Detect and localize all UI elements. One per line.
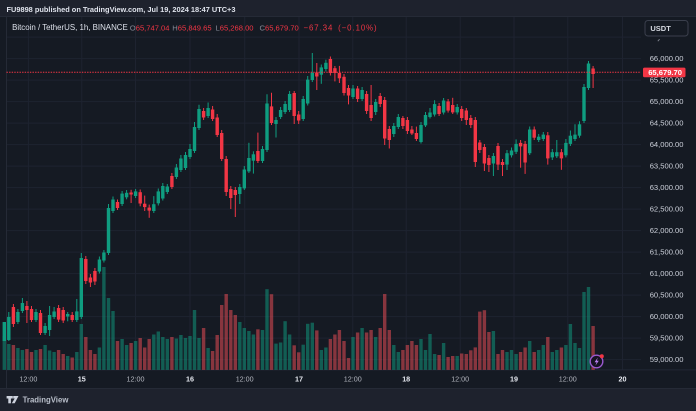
svg-text:FU9898 published on TradingVie: FU9898 published on TradingView.com, Jul… [7,5,236,14]
svg-text:12:00: 12:00 [344,374,362,383]
svg-text:Bitcoin / TetherUS, 1h, BINANC: Bitcoin / TetherUS, 1h, BINANCE [12,23,128,32]
svg-text:60,500.00: 60,500.00 [650,291,684,300]
svg-text:66,000.00: 66,000.00 [650,54,684,63]
svg-text:62,500.00: 62,500.00 [650,205,684,214]
svg-text:12:00: 12:00 [559,374,577,383]
svg-text:H65,849.65: H65,849.65 [172,23,211,32]
svg-text:12:00: 12:00 [127,374,145,383]
svg-text:59,500.00: 59,500.00 [650,334,684,343]
svg-text:61,000.00: 61,000.00 [650,269,684,278]
svg-text:63,000.00: 63,000.00 [650,183,684,192]
svg-text:15: 15 [78,374,86,383]
svg-text:C65,679.70: C65,679.70 [260,23,299,32]
svg-text:USDT: USDT [650,24,671,33]
svg-text:−67.34 (−0.10%): −67.34 (−0.10%) [304,23,378,32]
svg-text:12:00: 12:00 [451,374,469,383]
svg-text:L65,268.00: L65,268.00 [216,23,254,32]
svg-text:62,000.00: 62,000.00 [650,226,684,235]
svg-text:12:00: 12:00 [236,374,254,383]
svg-text:64,500.00: 64,500.00 [650,119,684,128]
svg-text:65,000.00: 65,000.00 [650,97,684,106]
svg-text:18: 18 [402,374,410,383]
svg-text:20: 20 [619,374,627,383]
svg-text:63,500.00: 63,500.00 [650,162,684,171]
svg-text:19: 19 [510,374,518,383]
svg-text:16: 16 [186,374,194,383]
svg-text:61,500.00: 61,500.00 [650,248,684,257]
svg-text:64,000.00: 64,000.00 [650,140,684,149]
svg-text:60,000.00: 60,000.00 [650,312,684,321]
svg-text:59,000.00: 59,000.00 [650,355,684,364]
svg-text:17: 17 [295,374,303,383]
svg-text:12:00: 12:00 [19,374,37,383]
svg-text:65,500.00: 65,500.00 [650,76,684,85]
svg-text:O65,747.04: O65,747.04 [130,23,170,32]
svg-text:TradingView: TradingView [23,395,70,404]
svg-text:65,679.70: 65,679.70 [648,68,682,77]
